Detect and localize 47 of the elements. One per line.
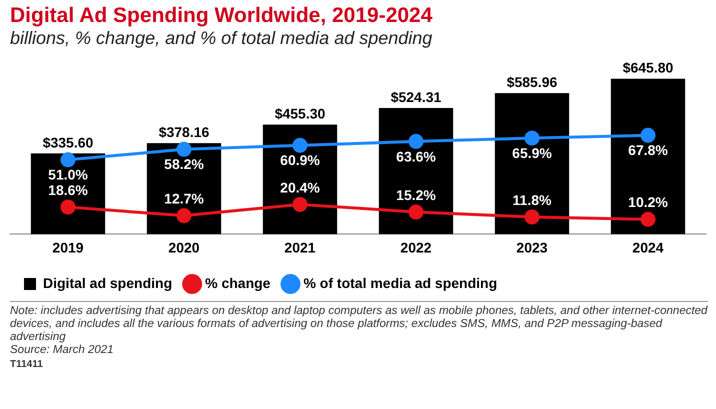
point: [640, 212, 656, 227]
data-label: $378.16: [158, 124, 210, 140]
point: [408, 134, 424, 149]
data-label: 58.2%: [164, 156, 204, 172]
legend-label: % of total media ad spending: [303, 274, 498, 291]
point: [640, 128, 656, 143]
text: T11411: [10, 359, 44, 370]
data-label: 51.0%: [48, 166, 88, 183]
point: [408, 204, 424, 220]
data-label: 12.7%: [164, 190, 204, 207]
point: [524, 130, 540, 146]
data-label: 10.2%: [628, 194, 668, 210]
source-note: Source: March 2021: [10, 344, 115, 357]
legend-label: Digital ad spending: [43, 274, 172, 291]
data-label: $524.31: [390, 88, 442, 105]
x-tick-label: 2024: [632, 239, 664, 256]
bar: [378, 108, 454, 234]
data-label: $455.30: [274, 105, 326, 122]
data-label: 11.8%: [512, 192, 552, 208]
data-label: $335.60: [42, 134, 94, 150]
point: [176, 208, 192, 224]
bar: [610, 78, 686, 234]
point: [176, 142, 192, 157]
point: [524, 209, 540, 224]
legend-label: % change: [205, 274, 271, 291]
text: Note: includes advertising that appears on desktop and laptop computers as well as mobile phones, tablets, and other internet-connected devices, and includes all the various formats of advertising on those platforms; excludes SMS, MMS, and P2P messaging-based advertising: [10, 305, 708, 344]
point: [60, 152, 76, 168]
x-tick-label: 2020: [168, 239, 200, 256]
data-label: 15.2%: [396, 186, 436, 203]
data-label: $585.96: [506, 74, 558, 90]
bar: [494, 93, 570, 234]
x-tick-label: 2022: [400, 239, 432, 256]
chart-title: Digital Ad Spending Worldwide, 2019-2024: [10, 4, 434, 28]
point: [292, 138, 308, 153]
point: [292, 196, 308, 212]
x-tick-label: 2023: [516, 239, 548, 256]
data-label: 63.6%: [396, 148, 436, 164]
chart-subtitle: billions, % change, and % of total media ad spending: [10, 28, 434, 49]
x-tick-label: 2019: [52, 239, 84, 256]
x-tick-label: 2021: [284, 239, 316, 256]
data-label: 20.4%: [280, 179, 320, 196]
data-label: 18.6%: [48, 182, 88, 198]
data-label: 67.8%: [628, 142, 668, 158]
data-label: $645.80: [622, 60, 674, 76]
data-label: 60.9%: [280, 152, 320, 168]
data-label: 65.9%: [512, 144, 552, 161]
point: [60, 200, 76, 215]
